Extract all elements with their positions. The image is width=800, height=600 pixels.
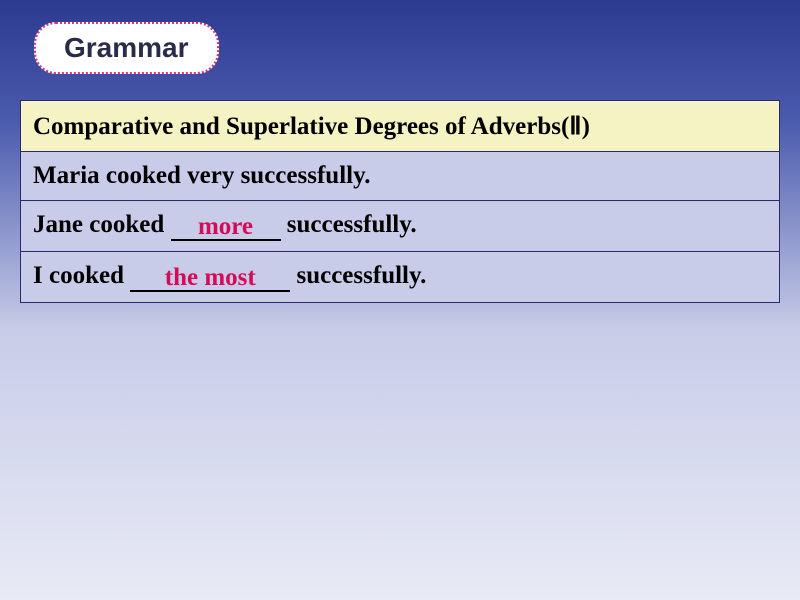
table-row: Maria cooked very successfully. (21, 152, 780, 201)
grammar-badge: Grammar (34, 22, 219, 74)
sentence-3-pre: I cooked (33, 262, 130, 289)
sentence-1-cell: Maria cooked very successfully. (21, 152, 780, 201)
blank-2-answer: the most (165, 264, 256, 291)
sentence-3-cell: I cooked the most successfully. (21, 252, 780, 303)
table-row: I cooked the most successfully. (21, 252, 780, 303)
blank-1-answer: more (198, 213, 253, 240)
grammar-table: Comparative and Superlative Degrees of A… (20, 100, 780, 303)
badge-label: Grammar (64, 32, 189, 63)
slide-background: Grammar Comparative and Superlative Degr… (0, 0, 800, 600)
blank-1: more (171, 211, 281, 241)
blank-2: the most (130, 262, 290, 292)
table-header-row: Comparative and Superlative Degrees of A… (21, 101, 780, 152)
sentence-2-pre: Jane cooked (33, 211, 171, 238)
sentence-3-post: successfully. (290, 262, 426, 289)
sentence-2-post: successfully. (281, 211, 417, 238)
table-title-cell: Comparative and Superlative Degrees of A… (21, 101, 780, 152)
sentence-2-cell: Jane cooked more successfully. (21, 201, 780, 252)
sentence-1: Maria cooked very successfully. (33, 162, 370, 189)
table-row: Jane cooked more successfully. (21, 201, 780, 252)
table-title: Comparative and Superlative Degrees of A… (33, 113, 590, 140)
